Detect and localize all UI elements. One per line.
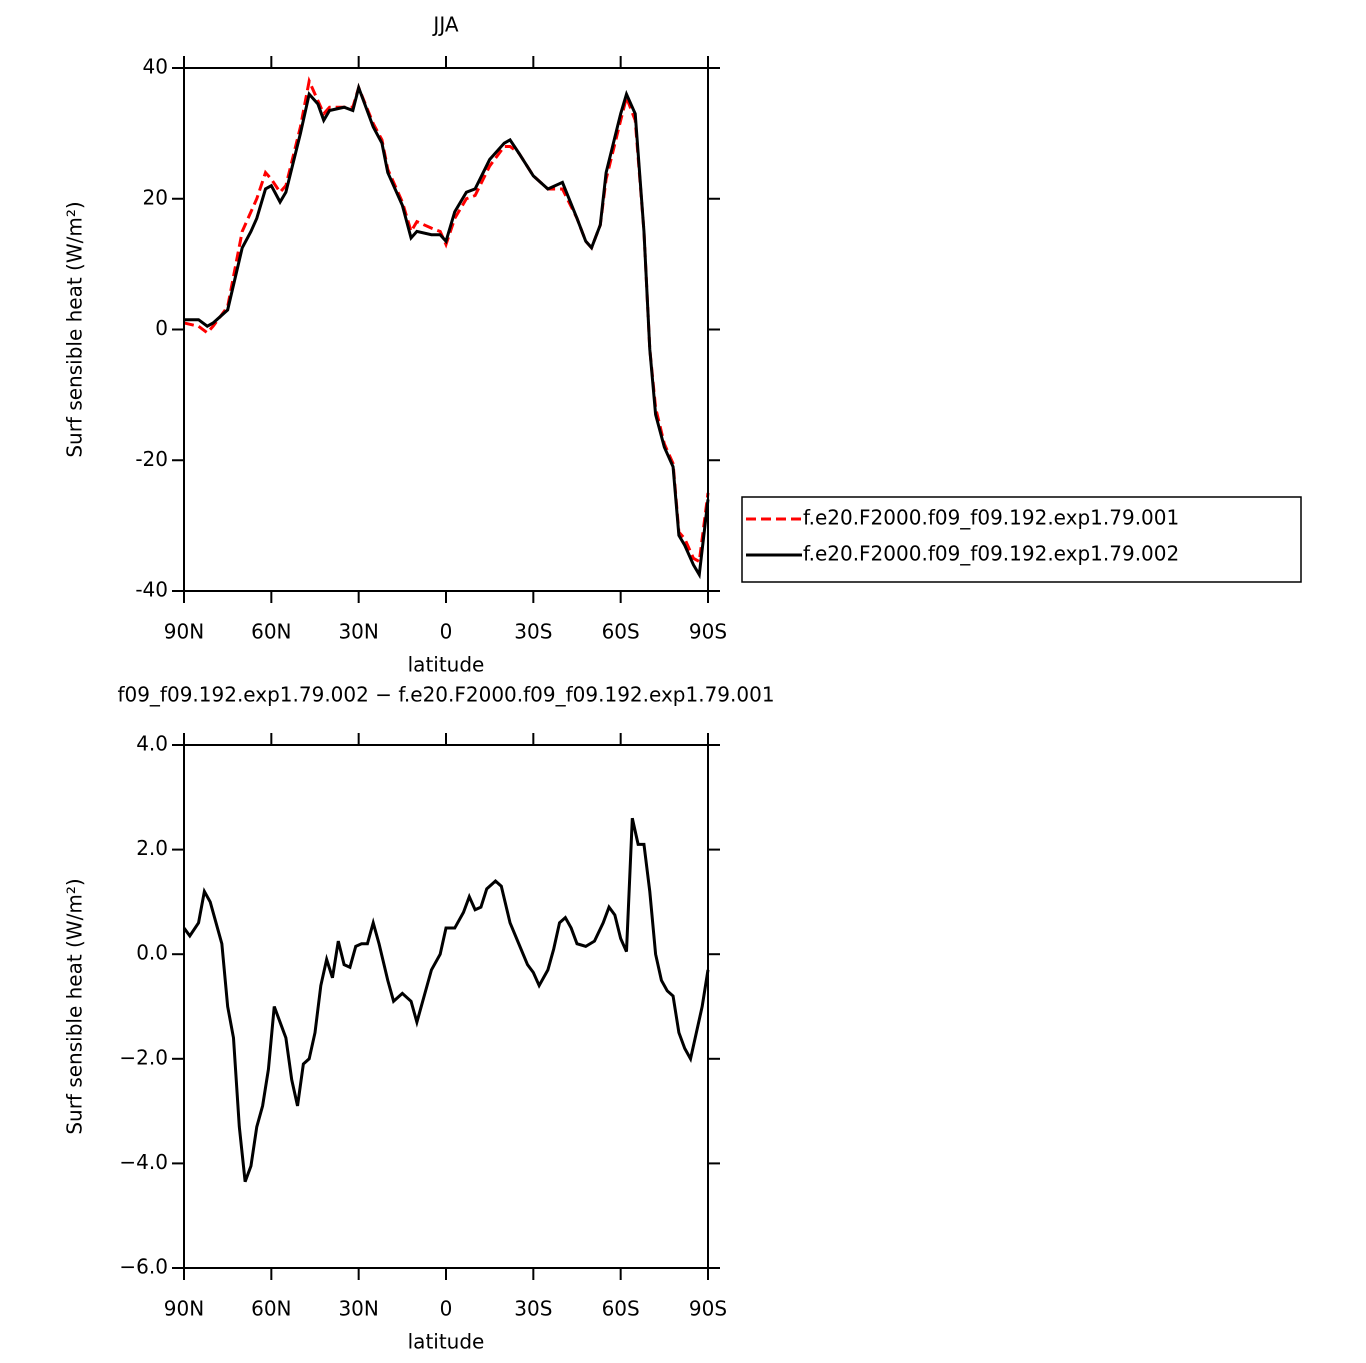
y-tick-label: 20 (143, 185, 168, 209)
x-axis-label: latitude (408, 1330, 485, 1354)
x-tick-label: 30S (514, 620, 552, 644)
y-tick-label: -40 (135, 578, 168, 602)
y-tick-label: −6.0 (119, 1255, 168, 1279)
x-tick-label: 30N (338, 620, 378, 644)
y-axis-label: Surf sensible heat (W/m²) (63, 201, 87, 457)
y-tick-label: −2.0 (119, 1045, 168, 1069)
y-axis-label: Surf sensible heat (W/m²) (63, 878, 87, 1134)
chart-title: JJA (431, 13, 458, 37)
data-line (183, 76, 710, 564)
x-tick-label: 0 (440, 1297, 453, 1321)
x-tick-label: 90S (689, 620, 727, 644)
x-tick-label: 90N (164, 1297, 204, 1321)
x-tick-label: 60N (251, 620, 291, 644)
x-tick-label: 30S (514, 1297, 552, 1321)
y-tick-label: 40 (143, 55, 168, 79)
x-tick-label: 60N (251, 1297, 291, 1321)
y-tick-label: 0.0 (136, 941, 168, 965)
data-line (182, 817, 710, 1183)
y-tick-label: 2.0 (136, 836, 168, 860)
plot-frame (183, 744, 709, 1269)
y-tick-label: -20 (135, 447, 168, 471)
chart-title: f09_f09.192.exp1.79.002 − f.e20.F2000.f0… (117, 683, 774, 707)
y-tick-label: 0 (155, 316, 168, 340)
x-tick-label: 30N (338, 1297, 378, 1321)
y-tick-label: −4.0 (119, 1150, 168, 1174)
plot-frame (183, 67, 709, 592)
x-tick-label: 90N (164, 620, 204, 644)
x-tick-label: 0 (440, 620, 453, 644)
legend-label: f.e20.F2000.f09_f09.192.exp1.79.001 (803, 506, 1179, 530)
x-tick-label: 90S (689, 1297, 727, 1321)
x-tick-label: 60S (602, 1297, 640, 1321)
data-line (184, 82, 710, 580)
y-tick-label: 4.0 (136, 732, 168, 756)
x-axis-label: latitude (408, 653, 485, 677)
legend-box (741, 496, 1302, 583)
legend-label: f.e20.F2000.f09_f09.192.exp1.79.002 (803, 542, 1179, 566)
x-tick-label: 60S (602, 620, 640, 644)
